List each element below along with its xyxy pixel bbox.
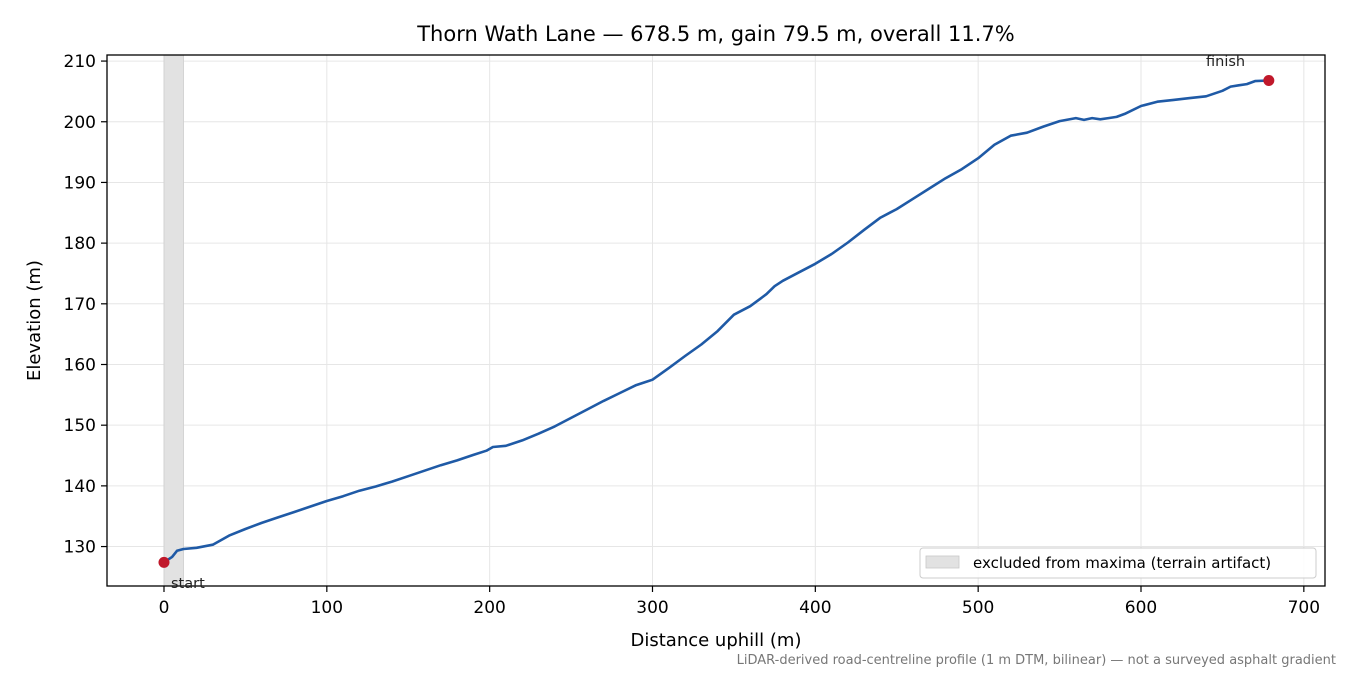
x-tick-label: 200 — [473, 598, 505, 618]
x-axis-label: Distance uphill (m) — [631, 630, 802, 651]
chart-title: Thorn Wath Lane — 678.5 m, gain 79.5 m, … — [416, 22, 1015, 46]
legend-swatch — [925, 555, 960, 569]
excluded-span-layer — [163, 54, 184, 587]
grid-lines — [107, 55, 1325, 586]
series-line-layer — [162, 79, 1271, 564]
x-tick-label: 600 — [1125, 598, 1157, 618]
y-tick-label: 150 — [64, 416, 96, 436]
legend-box — [919, 547, 1317, 579]
marker-layer — [158, 74, 1275, 568]
finish-marker — [1263, 74, 1275, 86]
y-tick-label: 130 — [64, 538, 96, 558]
legend: excluded from maxima (terrain artifact) — [919, 547, 1317, 579]
excluded-span-shade — [163, 54, 184, 587]
x-tick-label: 300 — [636, 598, 668, 618]
finish-annotation: finish — [1206, 54, 1245, 70]
y-tick-label: 190 — [64, 173, 96, 193]
footnote: LiDAR-derived road-centreline profile (1… — [737, 653, 1336, 668]
elevation-line — [162, 79, 1271, 564]
y-tick-label: 170 — [64, 295, 96, 315]
x-tick-label: 500 — [962, 598, 994, 618]
y-axis-ticks: 130 140 150 160 170 180 190 200 210 — [64, 52, 107, 558]
x-tick-label: 100 — [311, 598, 343, 618]
start-marker — [158, 556, 170, 568]
x-tick-label: 400 — [799, 598, 831, 618]
plot-frame — [106, 54, 1326, 587]
y-tick-label: 180 — [64, 234, 96, 254]
y-tick-label: 160 — [64, 355, 96, 375]
x-tick-label: 0 — [159, 598, 170, 618]
x-tick-label: 700 — [1288, 598, 1320, 618]
legend-label: excluded from maxima (terrain artifact) — [973, 554, 1271, 572]
y-axis-label: Elevation (m) — [24, 260, 45, 381]
y-tick-label: 210 — [64, 52, 96, 72]
x-axis-ticks: 0 100 200 300 400 500 600 700 — [159, 586, 1320, 618]
start-annotation: start — [171, 576, 205, 592]
y-tick-label: 140 — [64, 477, 96, 497]
y-tick-label: 200 — [64, 113, 96, 133]
